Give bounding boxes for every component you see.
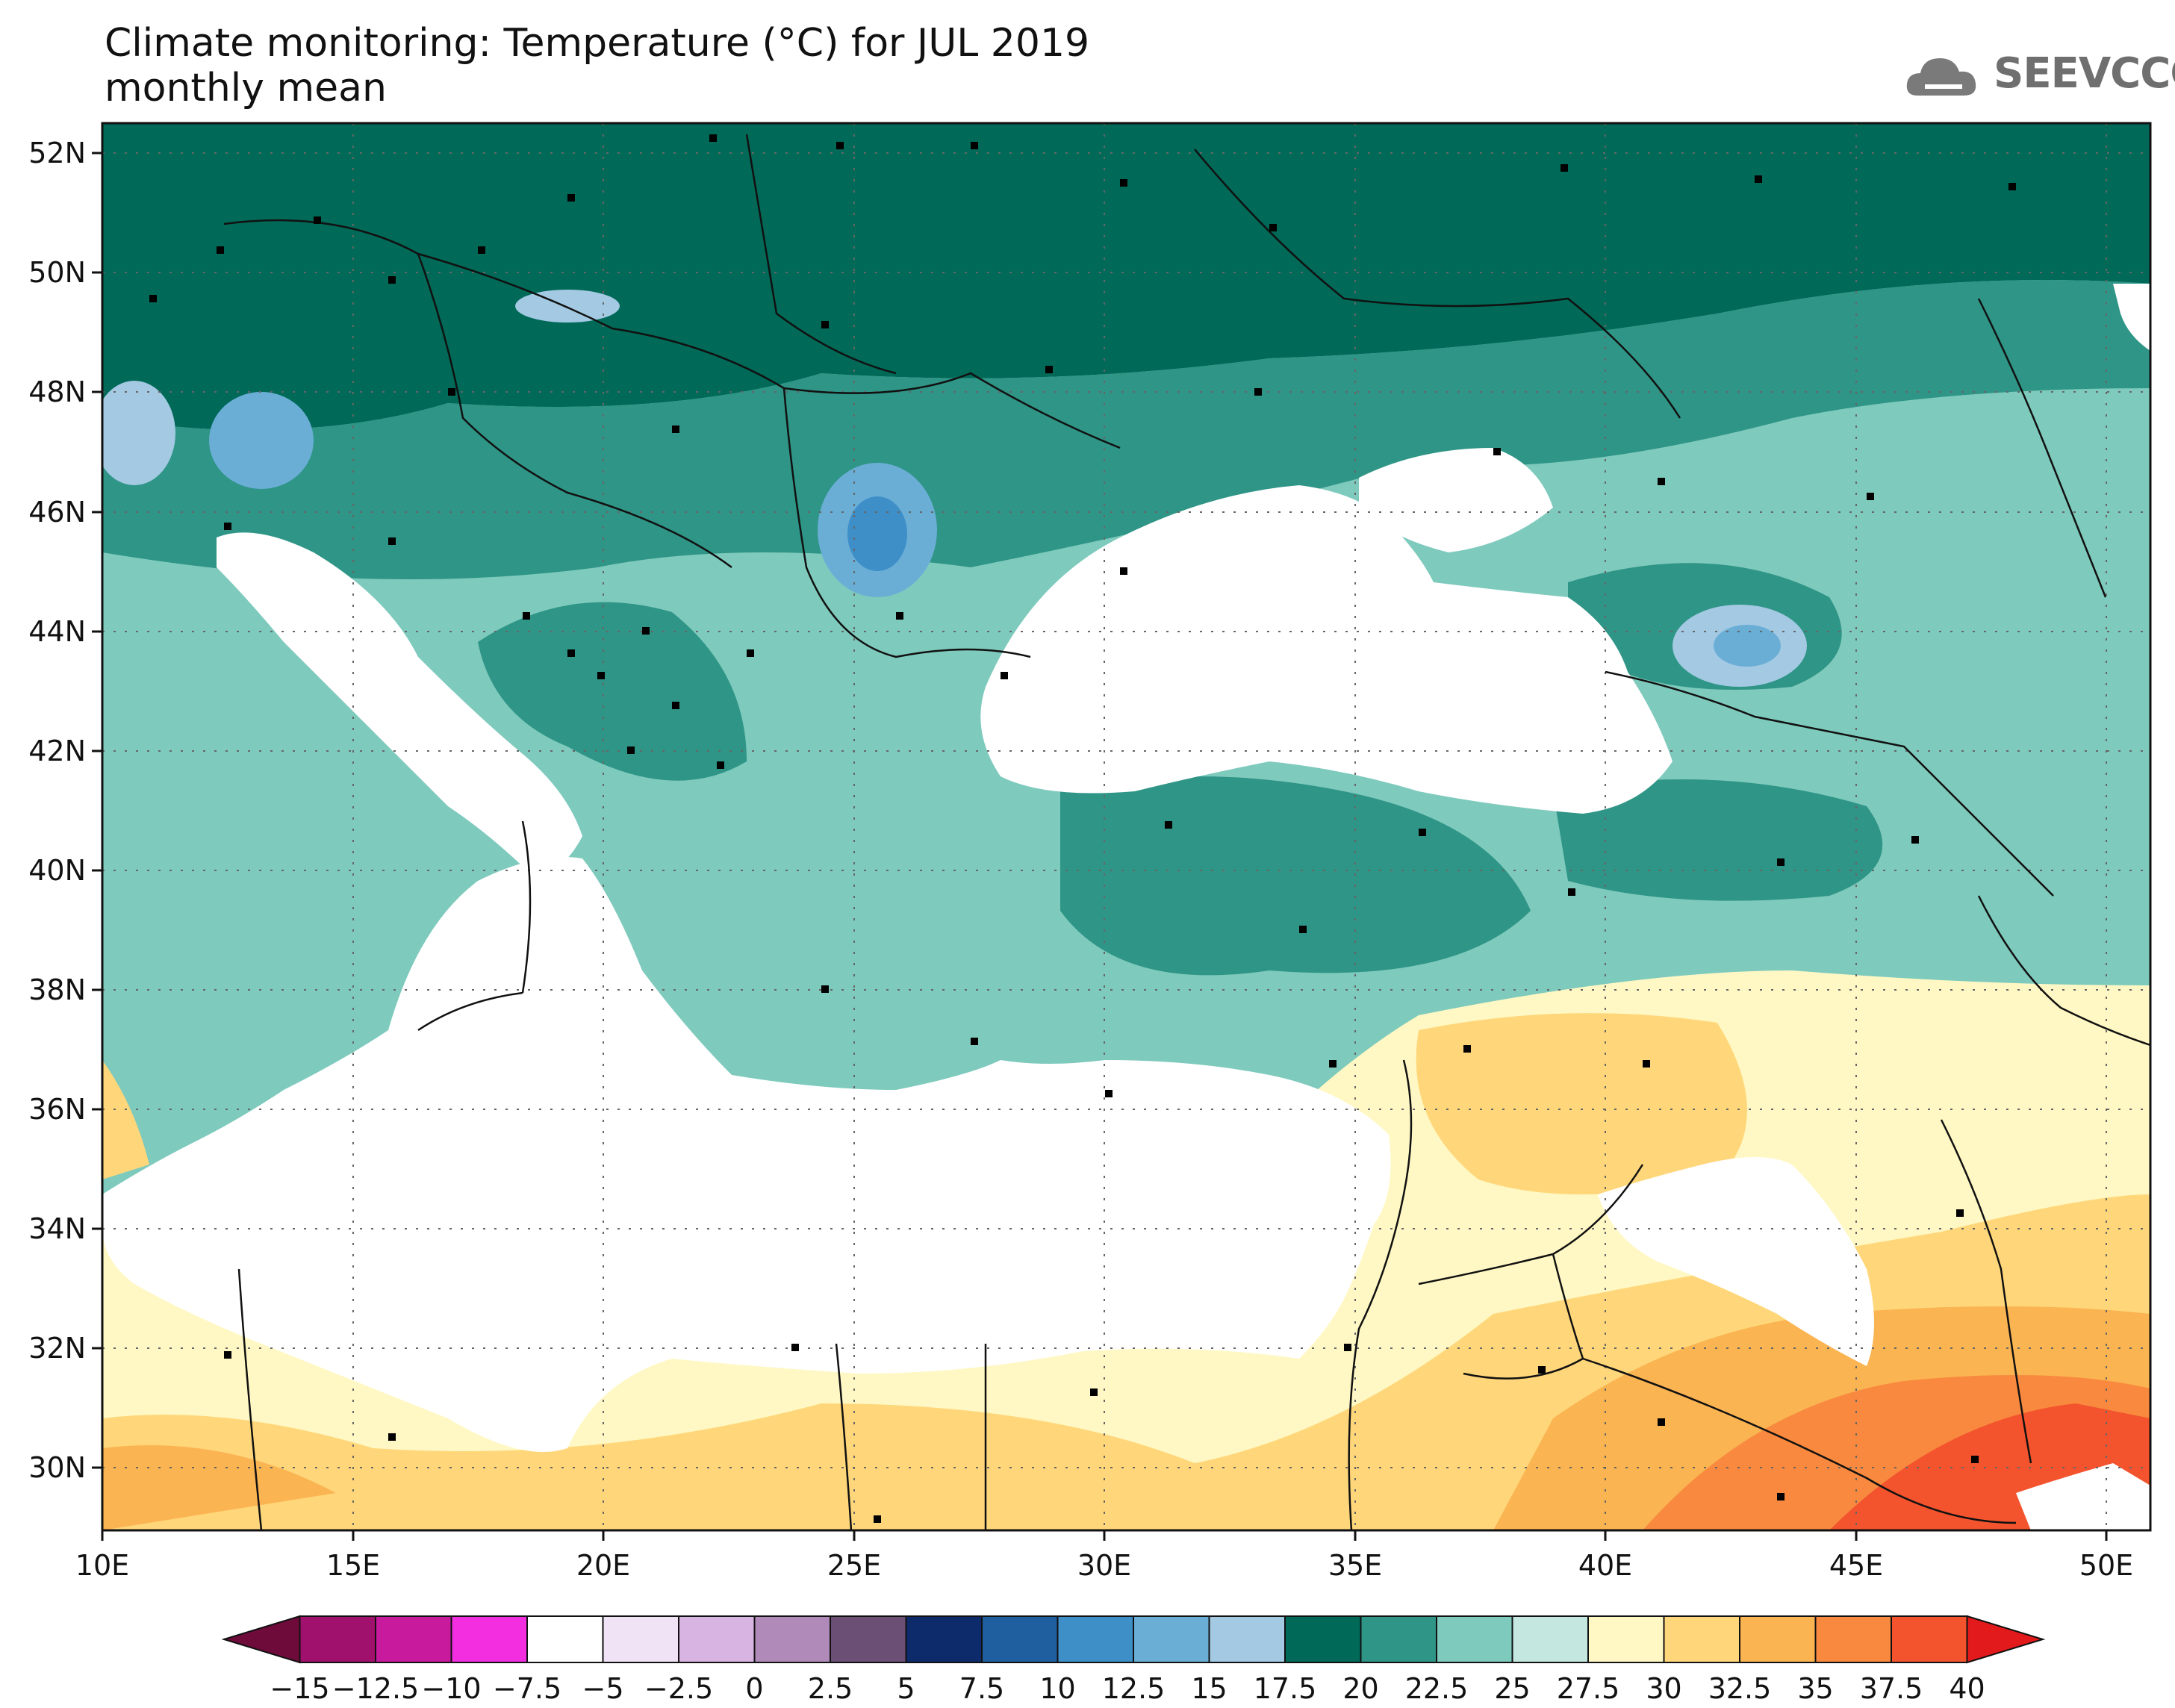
colorbar-swatch — [1360, 1615, 1437, 1663]
colorbar-swatch — [1511, 1615, 1589, 1663]
colorbar-label: 30 — [1646, 1672, 1681, 1705]
colorbar-label: 40 — [1949, 1672, 1985, 1705]
colorbar-swatch — [678, 1615, 756, 1663]
colorbar-swatch — [753, 1615, 831, 1663]
colorbar-swatch — [1739, 1615, 1817, 1663]
lat-tick-label: 34N — [28, 1212, 86, 1245]
colorbar-label: 22.5 — [1405, 1672, 1469, 1705]
map-field — [102, 123, 2150, 1530]
colorbar-swatch — [1208, 1615, 1286, 1663]
lat-tick-labels: 52N 50N 48N 46N 44N 42N 40N 38N 36N 34N … — [28, 137, 86, 1484]
lon-tick-label: 10E — [75, 1549, 129, 1582]
colorbar-swatch — [526, 1615, 604, 1663]
lon-tick-labels: 10E 15E 20E 25E 30E 35E 40E 45E 50E — [75, 1549, 2133, 1582]
colorbar-label: 20 — [1342, 1672, 1378, 1705]
lat-tick-label: 36N — [28, 1093, 86, 1126]
axis-ticks — [92, 152, 2108, 1541]
lat-tick-label: 48N — [28, 375, 86, 408]
colorbar-swatch — [1284, 1615, 1362, 1663]
colorbar-swatch — [375, 1615, 452, 1663]
colorbar-label: 10 — [1039, 1672, 1075, 1705]
lat-tick-label: 30N — [28, 1451, 86, 1484]
colorbar-swatch — [1436, 1615, 1513, 1663]
colorbar-swatch — [602, 1615, 679, 1663]
lon-tick-label: 25E — [827, 1549, 881, 1582]
colorbar-label: −12.5 — [332, 1672, 419, 1705]
lon-tick-label: 35E — [1328, 1549, 1382, 1582]
colorbar-label: 25 — [1494, 1672, 1530, 1705]
lon-tick-label: 30E — [1077, 1549, 1131, 1582]
colorbar-label: 5 — [897, 1672, 915, 1705]
colorbar-swatch — [981, 1615, 1059, 1663]
colorbar-swatch — [1057, 1615, 1134, 1663]
colorbar-label: 32.5 — [1708, 1672, 1772, 1705]
colorbar-label: 37.5 — [1860, 1672, 1923, 1705]
colorbar-swatch — [1133, 1615, 1210, 1663]
lat-tick-label: 38N — [28, 973, 86, 1006]
lon-tick-label: 15E — [326, 1549, 380, 1582]
map-frame — [101, 122, 2152, 1532]
lat-tick-label: 40N — [28, 854, 86, 887]
colorbar-swatch — [1814, 1615, 1892, 1663]
colorbar-label: 35 — [1797, 1672, 1833, 1705]
colorbar: −15 −12.5 −10 −7.5 −5 −2.5 0 2.5 5 7.5 10 12.5 15 17.… — [221, 1615, 2046, 1705]
logo-text: SEEVCCC — [1994, 49, 2175, 98]
lat-tick-label: 46N — [28, 496, 86, 529]
cloud-logo-icon — [1906, 58, 1976, 96]
lon-tick-label: 50E — [2079, 1549, 2133, 1582]
colorbar-label: 7.5 — [959, 1672, 1004, 1705]
colorbar-swatch — [221, 1615, 301, 1664]
colorbar-swatch — [1663, 1615, 1740, 1663]
colorbar-label: 15 — [1191, 1672, 1227, 1705]
country-borders — [223, 134, 2151, 1531]
colorbar-label: 27.5 — [1557, 1672, 1620, 1705]
colorbar-swatch — [905, 1615, 983, 1663]
lon-tick-label: 45E — [1829, 1549, 1883, 1582]
map-title: Climate monitoring: Temperature (°C) for… — [105, 21, 1089, 110]
colorbar-label: −10 — [421, 1672, 481, 1705]
colorbar-swatch — [450, 1615, 528, 1663]
title-line-1: Climate monitoring: Temperature (°C) for… — [105, 21, 1090, 66]
colorbar-swatch — [1587, 1615, 1665, 1663]
colorbar-swatch — [1891, 1615, 1968, 1663]
lat-tick-label: 50N — [28, 256, 86, 289]
colorbar-swatch — [830, 1615, 907, 1663]
colorbar-label: −15 — [270, 1672, 329, 1705]
colorbar-label: 2.5 — [808, 1672, 853, 1705]
station-markers — [149, 134, 2016, 1523]
colorbar-label: 17.5 — [1254, 1672, 1317, 1705]
lat-tick-label: 52N — [28, 137, 86, 169]
colorbar-label: −7.5 — [493, 1672, 561, 1705]
colorbar-label: −5 — [582, 1672, 623, 1705]
lat-tick-label: 44N — [28, 615, 86, 648]
title-line-2: monthly mean — [105, 66, 387, 110]
lon-tick-label: 40E — [1578, 1549, 1632, 1582]
lat-tick-label: 42N — [28, 735, 86, 767]
colorbar-label: 0 — [745, 1672, 763, 1705]
colorbar-swatch — [299, 1615, 376, 1663]
colorbar-swatch — [1966, 1615, 2046, 1664]
lon-tick-label: 20E — [576, 1549, 630, 1582]
colorbar-label: −2.5 — [644, 1672, 713, 1705]
lat-tick-label: 32N — [28, 1332, 86, 1365]
colorbar-label: 12.5 — [1102, 1672, 1166, 1705]
